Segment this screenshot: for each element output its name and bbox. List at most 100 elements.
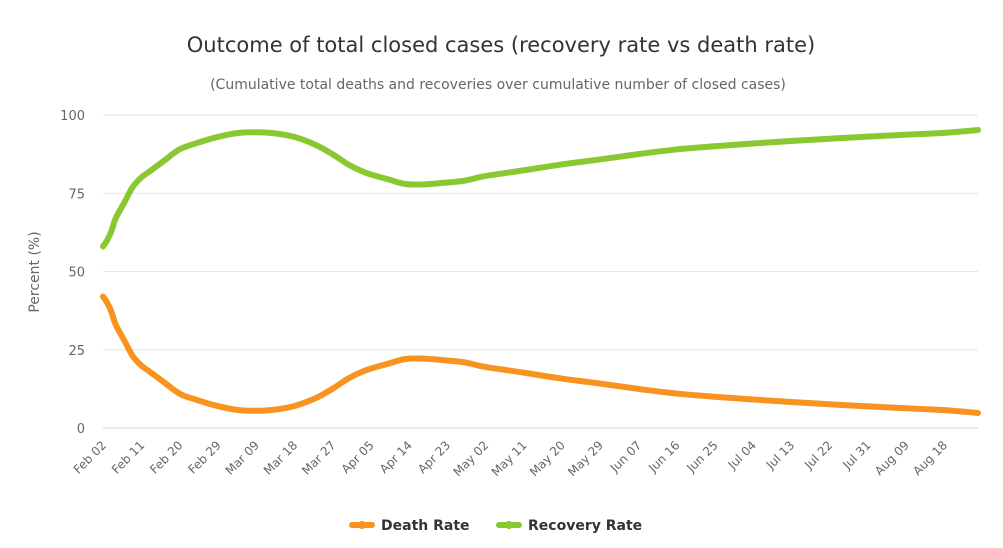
data-point-recovery-rate[interactable] bbox=[559, 161, 565, 167]
data-point-recovery-rate[interactable] bbox=[270, 130, 276, 136]
data-point-recovery-rate[interactable] bbox=[100, 243, 106, 249]
data-point-recovery-rate[interactable] bbox=[176, 146, 182, 152]
data-point-death-rate[interactable] bbox=[253, 408, 259, 414]
x-tick-label: Mar 09 bbox=[223, 438, 262, 477]
data-point-death-rate[interactable] bbox=[482, 364, 488, 370]
data-point-death-rate[interactable] bbox=[559, 376, 565, 382]
x-tick-label: Jul 31 bbox=[839, 438, 873, 472]
data-point-recovery-rate[interactable] bbox=[159, 159, 165, 165]
data-point-recovery-rate[interactable] bbox=[147, 168, 153, 174]
data-point-death-rate[interactable] bbox=[312, 395, 318, 401]
y-tick-label: 25 bbox=[68, 344, 85, 359]
series-line-death-rate[interactable] bbox=[100, 293, 981, 416]
legend-item-death-rate[interactable]: Death Rate bbox=[349, 518, 470, 534]
legend-marker-death-rate bbox=[358, 521, 366, 529]
data-point-death-rate[interactable] bbox=[329, 386, 335, 392]
data-point-recovery-rate[interactable] bbox=[236, 130, 242, 136]
data-point-recovery-rate[interactable] bbox=[385, 176, 391, 182]
data-point-death-rate[interactable] bbox=[138, 362, 144, 368]
data-point-recovery-rate[interactable] bbox=[826, 136, 832, 142]
data-point-recovery-rate[interactable] bbox=[673, 146, 679, 152]
data-point-recovery-rate[interactable] bbox=[121, 200, 127, 206]
x-tick-label: Jun 25 bbox=[683, 438, 720, 475]
data-point-death-rate[interactable] bbox=[385, 361, 391, 367]
data-point-recovery-rate[interactable] bbox=[419, 181, 425, 187]
y-tick-label: 100 bbox=[60, 109, 85, 124]
data-point-recovery-rate[interactable] bbox=[253, 129, 259, 135]
x-tick-label: Jul 13 bbox=[763, 438, 797, 472]
data-point-recovery-rate[interactable] bbox=[975, 127, 981, 133]
data-point-recovery-rate[interactable] bbox=[113, 215, 119, 221]
legend-item-recovery-rate[interactable]: Recovery Rate bbox=[496, 518, 642, 534]
data-point-death-rate[interactable] bbox=[346, 375, 352, 381]
data-point-recovery-rate[interactable] bbox=[440, 180, 446, 186]
data-point-death-rate[interactable] bbox=[193, 397, 199, 403]
data-point-death-rate[interactable] bbox=[104, 300, 110, 306]
x-tick-label: Jul 04 bbox=[725, 438, 759, 472]
data-point-death-rate[interactable] bbox=[461, 359, 467, 365]
data-point-death-rate[interactable] bbox=[673, 391, 679, 397]
data-point-death-rate[interactable] bbox=[236, 407, 242, 413]
data-point-recovery-rate[interactable] bbox=[130, 184, 136, 190]
chart-subtitle: (Cumulative total deaths and recoveries … bbox=[210, 77, 786, 93]
data-point-death-rate[interactable] bbox=[159, 378, 165, 384]
y-tick-label: 50 bbox=[68, 266, 85, 281]
data-point-death-rate[interactable] bbox=[903, 405, 909, 411]
data-point-recovery-rate[interactable] bbox=[712, 143, 718, 149]
legend-label-recovery-rate: Recovery Rate bbox=[528, 518, 642, 534]
data-point-death-rate[interactable] bbox=[597, 381, 603, 387]
data-point-recovery-rate[interactable] bbox=[941, 130, 947, 136]
data-point-recovery-rate[interactable] bbox=[788, 138, 794, 144]
data-point-recovery-rate[interactable] bbox=[215, 134, 221, 140]
data-point-death-rate[interactable] bbox=[975, 410, 981, 416]
data-point-death-rate[interactable] bbox=[113, 322, 119, 328]
data-point-death-rate[interactable] bbox=[363, 367, 369, 373]
data-point-recovery-rate[interactable] bbox=[750, 140, 756, 146]
data-point-recovery-rate[interactable] bbox=[903, 132, 909, 138]
data-point-recovery-rate[interactable] bbox=[193, 140, 199, 146]
data-point-death-rate[interactable] bbox=[270, 407, 276, 413]
gridlines bbox=[103, 114, 978, 429]
data-point-death-rate[interactable] bbox=[100, 294, 106, 300]
chart-title: Outcome of total closed cases (recovery … bbox=[187, 33, 815, 57]
x-tick-label: Jun 07 bbox=[607, 438, 644, 475]
data-point-death-rate[interactable] bbox=[215, 403, 221, 409]
data-point-death-rate[interactable] bbox=[826, 401, 832, 407]
x-tick-label: May 29 bbox=[565, 438, 606, 479]
data-point-death-rate[interactable] bbox=[750, 397, 756, 403]
data-point-death-rate[interactable] bbox=[521, 370, 527, 376]
y-tick-label: 75 bbox=[68, 187, 85, 202]
data-point-recovery-rate[interactable] bbox=[402, 181, 408, 187]
data-point-death-rate[interactable] bbox=[865, 403, 871, 409]
data-point-recovery-rate[interactable] bbox=[865, 134, 871, 140]
series-line-recovery-rate[interactable] bbox=[100, 127, 981, 250]
data-point-recovery-rate[interactable] bbox=[461, 178, 467, 184]
data-point-recovery-rate[interactable] bbox=[291, 134, 297, 140]
data-point-recovery-rate[interactable] bbox=[138, 175, 144, 181]
data-point-death-rate[interactable] bbox=[712, 394, 718, 400]
data-point-death-rate[interactable] bbox=[108, 309, 114, 315]
data-point-recovery-rate[interactable] bbox=[108, 228, 114, 234]
data-point-death-rate[interactable] bbox=[419, 356, 425, 362]
data-point-death-rate[interactable] bbox=[941, 407, 947, 413]
data-point-death-rate[interactable] bbox=[402, 356, 408, 362]
data-point-death-rate[interactable] bbox=[176, 391, 182, 397]
data-point-death-rate[interactable] bbox=[788, 399, 794, 405]
data-point-recovery-rate[interactable] bbox=[482, 173, 488, 179]
data-point-recovery-rate[interactable] bbox=[312, 142, 318, 148]
data-point-recovery-rate[interactable] bbox=[363, 170, 369, 176]
data-point-death-rate[interactable] bbox=[635, 386, 641, 392]
data-point-recovery-rate[interactable] bbox=[329, 151, 335, 157]
data-point-recovery-rate[interactable] bbox=[597, 156, 603, 162]
data-point-recovery-rate[interactable] bbox=[635, 151, 641, 157]
data-point-death-rate[interactable] bbox=[130, 353, 136, 359]
data-point-death-rate[interactable] bbox=[440, 357, 446, 363]
data-point-death-rate[interactable] bbox=[291, 403, 297, 409]
data-point-recovery-rate[interactable] bbox=[346, 162, 352, 168]
data-point-recovery-rate[interactable] bbox=[521, 167, 527, 173]
data-point-recovery-rate[interactable] bbox=[104, 237, 110, 243]
data-point-death-rate[interactable] bbox=[147, 369, 153, 375]
data-point-death-rate[interactable] bbox=[121, 337, 127, 343]
x-tick-label: Feb 11 bbox=[109, 438, 147, 476]
